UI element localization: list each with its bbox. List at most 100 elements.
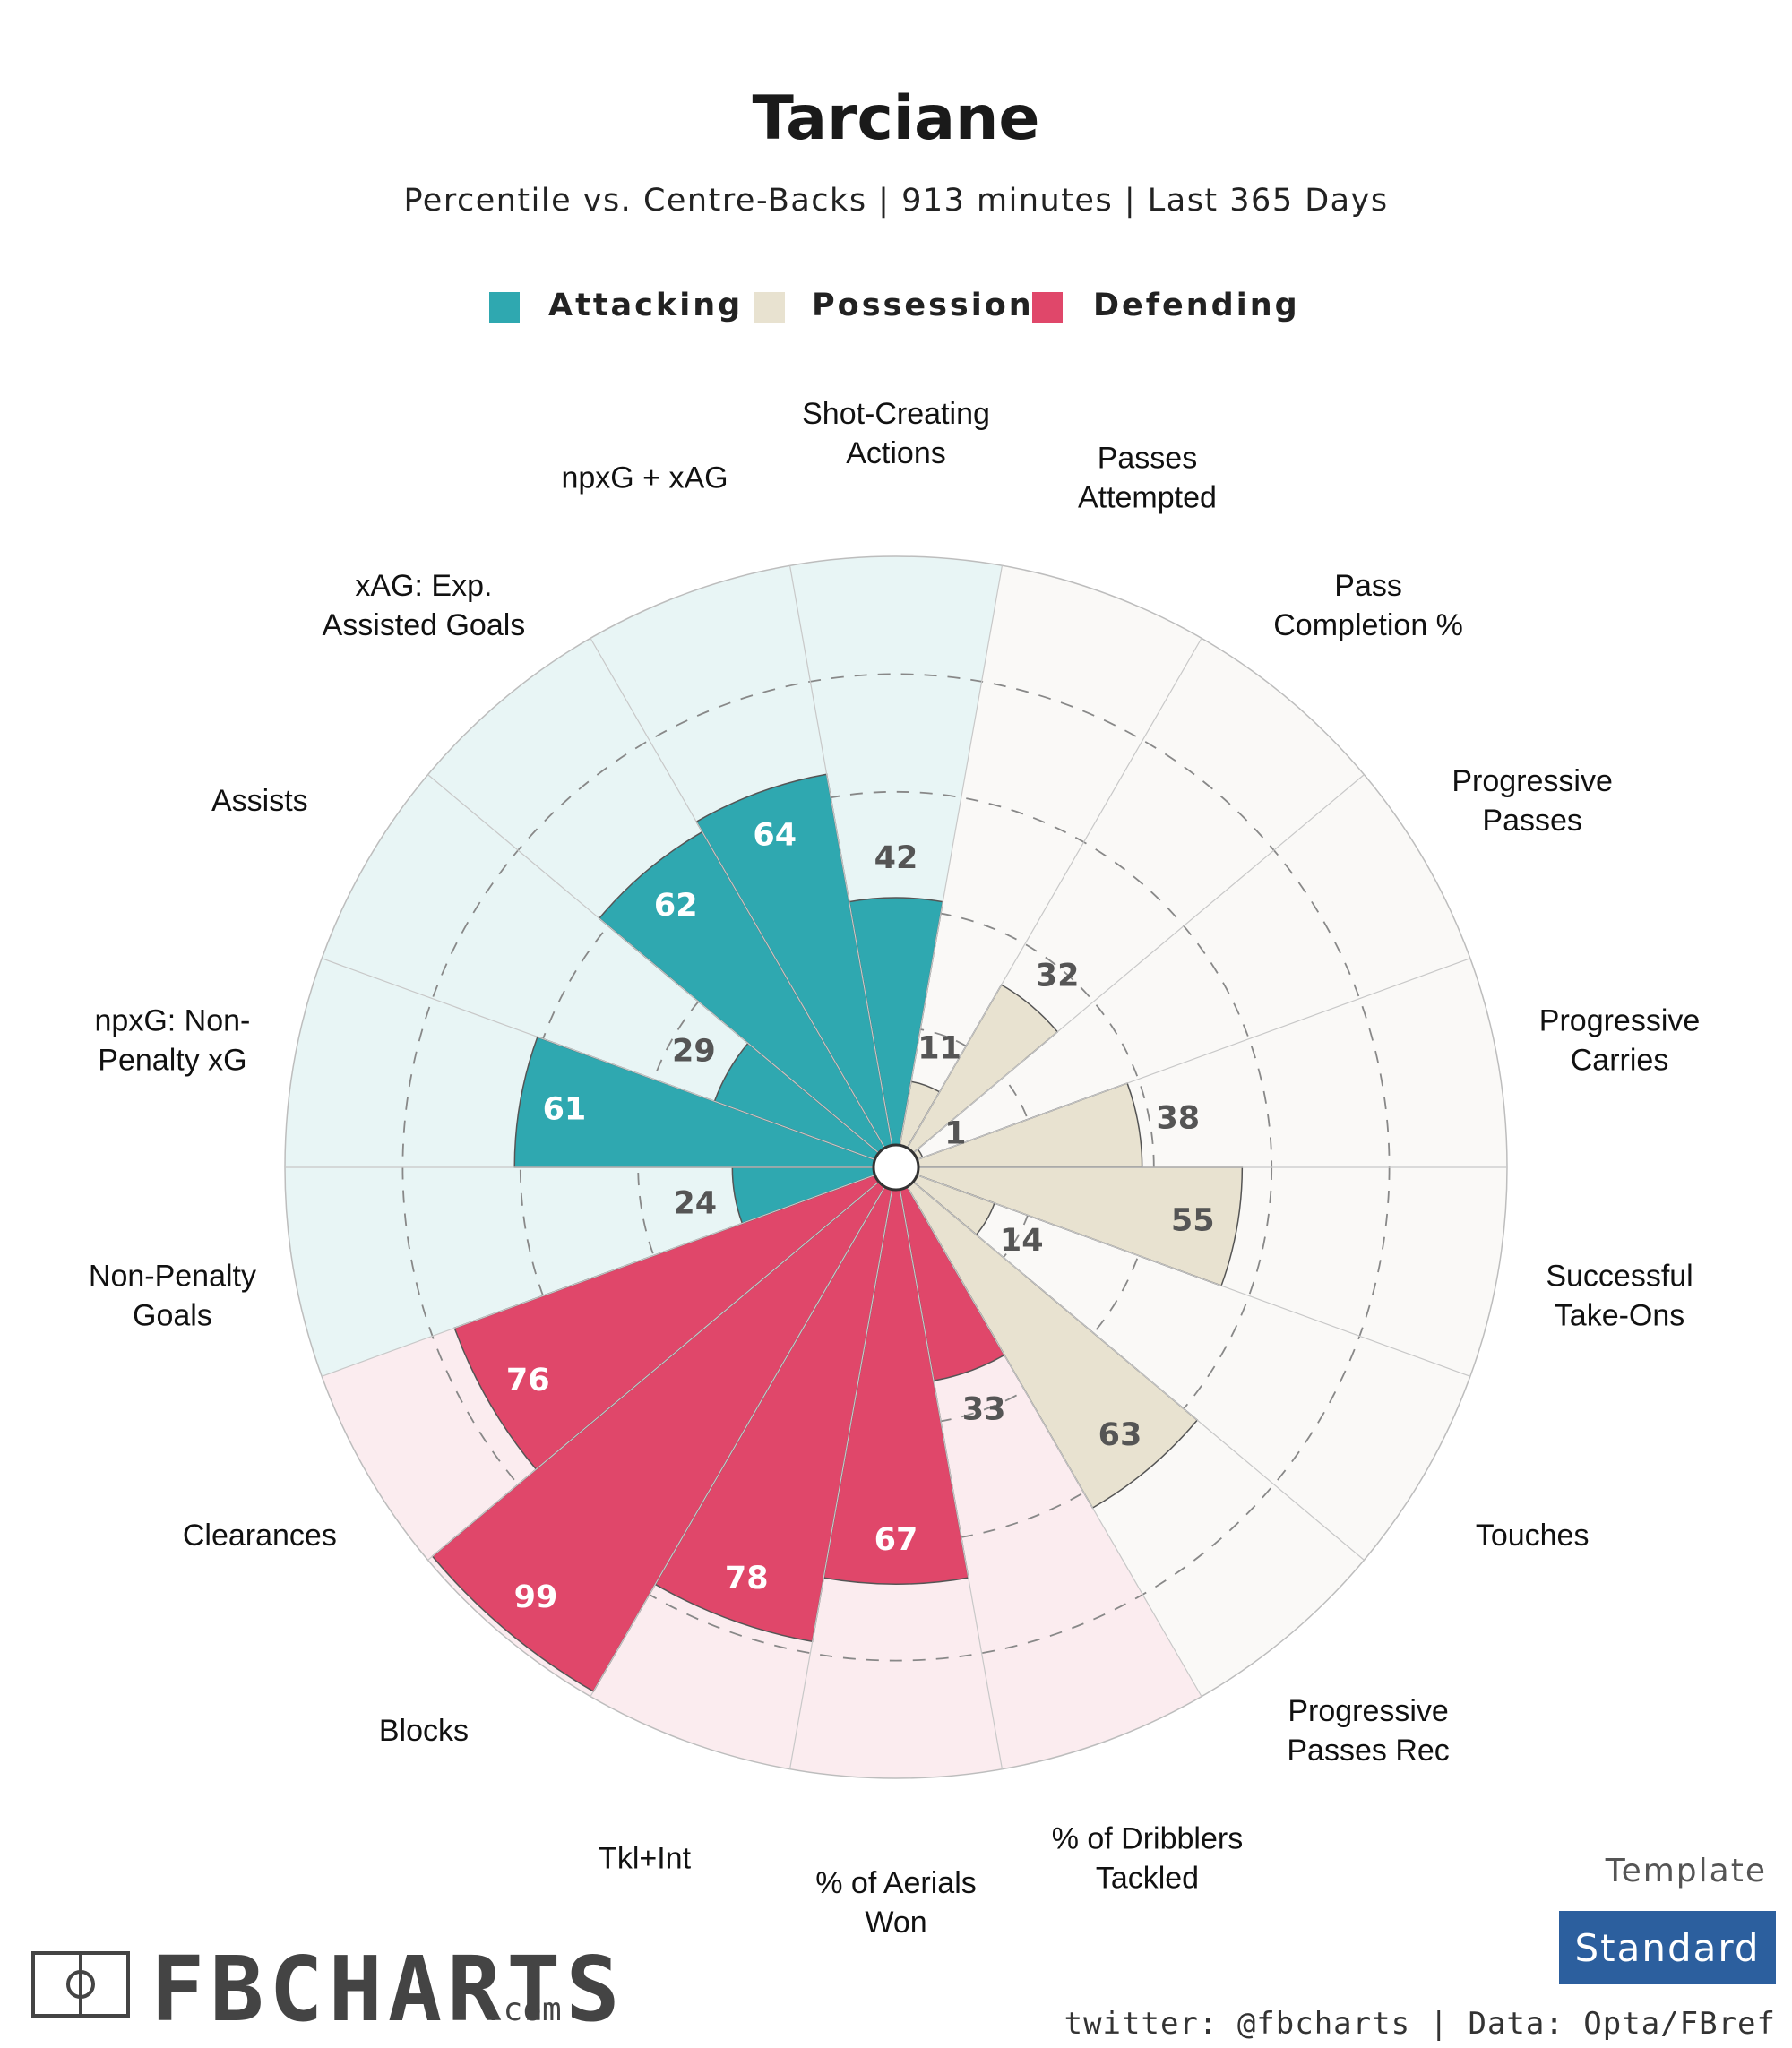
spoke-13 <box>321 1174 875 1377</box>
spoke-9 <box>899 1189 1004 1769</box>
bg-sector-shot-creating-actions <box>789 556 1003 1146</box>
metric-label-progressive-carries: Progressive Carries <box>1539 1004 1701 1078</box>
value-label-npxg-non-penalty-xg: 61 <box>543 1092 587 1128</box>
metric-label-non-penalty-goals: Non-Penalty Goals <box>89 1259 256 1332</box>
metric-label-successful-take-ons: Successful Take-Ons <box>1546 1259 1693 1332</box>
metric-label-blocks: Blocks <box>379 1714 469 1748</box>
spoke-17 <box>590 638 886 1149</box>
metric-label-clearances: Clearances <box>183 1519 337 1553</box>
spoke-11 <box>590 1186 886 1697</box>
spoke-7 <box>912 1181 1365 1561</box>
metric-label-line: Touches <box>1476 1519 1590 1553</box>
metric-label-line: % of Aerials <box>815 1866 977 1900</box>
page-subtitle: Percentile vs. Centre-Backs | 913 minute… <box>403 183 1388 219</box>
legend-label-attacking: Attacking <box>548 288 743 323</box>
legend-label-possession: Possession <box>812 288 1034 323</box>
metric-label-progressive-passes: Progressive Passes <box>1452 764 1613 838</box>
metric-label-line: Tkl+Int <box>599 1842 692 1876</box>
bg-sector-non-penalty-goals <box>285 1167 875 1377</box>
metric-label-line: Goals <box>133 1298 212 1332</box>
spoke-12 <box>427 1181 880 1561</box>
metric-label-line: % of Dribblers <box>1052 1822 1244 1856</box>
fbcharts-logo: FBCHARTS .com <box>31 1937 625 2042</box>
value-label-touches: 14 <box>1000 1223 1044 1259</box>
legend-label-defending: Defending <box>1093 288 1300 323</box>
metric-label-line: Successful <box>1546 1259 1693 1293</box>
spoke-16 <box>427 774 880 1154</box>
legend-swatch-possession <box>754 292 785 323</box>
bg-sector-touches <box>913 1175 1470 1561</box>
metric-label-line: Shot-Creating <box>802 397 990 431</box>
spoke-1 <box>899 565 1004 1146</box>
metric-label-line: Clearances <box>183 1519 337 1553</box>
metric-label-line: npxG + xAG <box>561 460 728 495</box>
brand-logo-text: FBCHARTS <box>151 1937 625 2042</box>
metric-label-of-dribblers-tackled: % of Dribblers Tackled <box>1052 1822 1244 1896</box>
value-label-progressive-passes: 1 <box>944 1116 966 1152</box>
metric-label-line: Actions <box>846 436 946 470</box>
metric-label-line: Passes <box>1482 804 1582 838</box>
value-label-of-dribblers-tackled: 33 <box>962 1392 1006 1428</box>
value-label-passes-attempted: 11 <box>918 1030 961 1066</box>
spoke-2 <box>906 638 1202 1149</box>
metric-label-assists: Assists <box>211 784 308 818</box>
metric-label-line: Attempted <box>1078 480 1217 514</box>
metric-label-passes-attempted: Passes Attempted <box>1078 441 1217 514</box>
value-label-pass-completion: 32 <box>1036 958 1080 994</box>
metric-label-line: Take-Ons <box>1555 1298 1685 1332</box>
polar-value-labels: 42 11 32 1 38 55 14 63 33 67 78 99 76 24 61 29 62 64 <box>506 817 1215 1615</box>
brand-logo-suffix: .com <box>484 1992 562 2028</box>
metric-label-npxg-xag: npxG + xAG <box>561 460 728 495</box>
metric-label-line: Blocks <box>379 1714 469 1748</box>
pitch-icon-circle <box>66 1970 95 1999</box>
template-label: Template <box>1605 1853 1767 1889</box>
metric-label-tkl-int: Tkl+Int <box>599 1842 692 1876</box>
polar-bars <box>431 773 1244 1692</box>
legend-swatch-defending <box>1032 292 1063 323</box>
value-label-progressive-carries: 38 <box>1156 1100 1200 1136</box>
metric-label-line: Passes Rec <box>1287 1734 1449 1768</box>
metric-label-line: Carries <box>1571 1044 1669 1078</box>
value-label-blocks: 99 <box>514 1579 558 1615</box>
bg-sector-passes-attempted <box>900 565 1202 1149</box>
value-label-xag-exp-assisted-goals: 62 <box>654 888 698 924</box>
polar-spokes <box>285 565 1507 1769</box>
metric-label-line: npxG: Non- <box>95 1004 251 1038</box>
metric-label-line: Passes <box>1098 441 1198 475</box>
bg-sector-progressive-passes <box>913 774 1470 1160</box>
spoke-3 <box>912 774 1365 1154</box>
value-label-assists: 29 <box>672 1034 716 1070</box>
legend: Attacking Possession Defending <box>489 288 1300 323</box>
value-label-shot-creating-actions: 42 <box>874 840 918 876</box>
spoke-10 <box>788 1189 893 1769</box>
spoke-4 <box>917 958 1471 1161</box>
polar-metric-labels: Shot-Creating Actions Passes Attempted Pass C… <box>89 397 1700 1940</box>
metric-label-line: Penalty xG <box>98 1044 246 1078</box>
metric-label-touches: Touches <box>1476 1519 1590 1553</box>
metric-label-xag-exp-assisted-goals: xAG: Exp. Assisted Goals <box>323 569 526 642</box>
footer-credits: twitter: @fbcharts | Data: Opta/FBref <box>1064 2006 1776 2042</box>
metric-label-line: Tackled <box>1096 1862 1199 1896</box>
metric-label-line: Progressive <box>1288 1694 1449 1728</box>
metric-label-line: Pass <box>1334 569 1402 603</box>
metric-label-line: Progressive <box>1539 1004 1701 1038</box>
spoke-0 <box>788 565 893 1146</box>
spoke-6 <box>917 1174 1471 1377</box>
metric-label-line: Won <box>865 1906 926 1940</box>
metric-label-line: Assisted Goals <box>323 608 526 642</box>
polar-center-hole <box>872 1143 920 1192</box>
metric-label-pass-completion: Pass Completion % <box>1273 569 1463 642</box>
metric-label-line: Completion % <box>1273 608 1463 642</box>
value-label-of-aerials-won: 67 <box>874 1522 918 1558</box>
metric-label-line: Assists <box>211 784 308 818</box>
value-label-clearances: 76 <box>506 1363 550 1398</box>
metric-label-shot-creating-actions: Shot-Creating Actions <box>802 397 990 470</box>
metric-label-line: xAG: Exp. <box>355 569 492 603</box>
metric-label-line: Progressive <box>1452 764 1613 798</box>
value-label-successful-take-ons: 55 <box>1171 1202 1215 1238</box>
spoke-15 <box>321 958 875 1161</box>
metric-label-line: Non-Penalty <box>89 1259 256 1293</box>
spoke-8 <box>906 1186 1202 1697</box>
metric-label-of-aerials-won: % of Aerials Won <box>815 1866 977 1940</box>
